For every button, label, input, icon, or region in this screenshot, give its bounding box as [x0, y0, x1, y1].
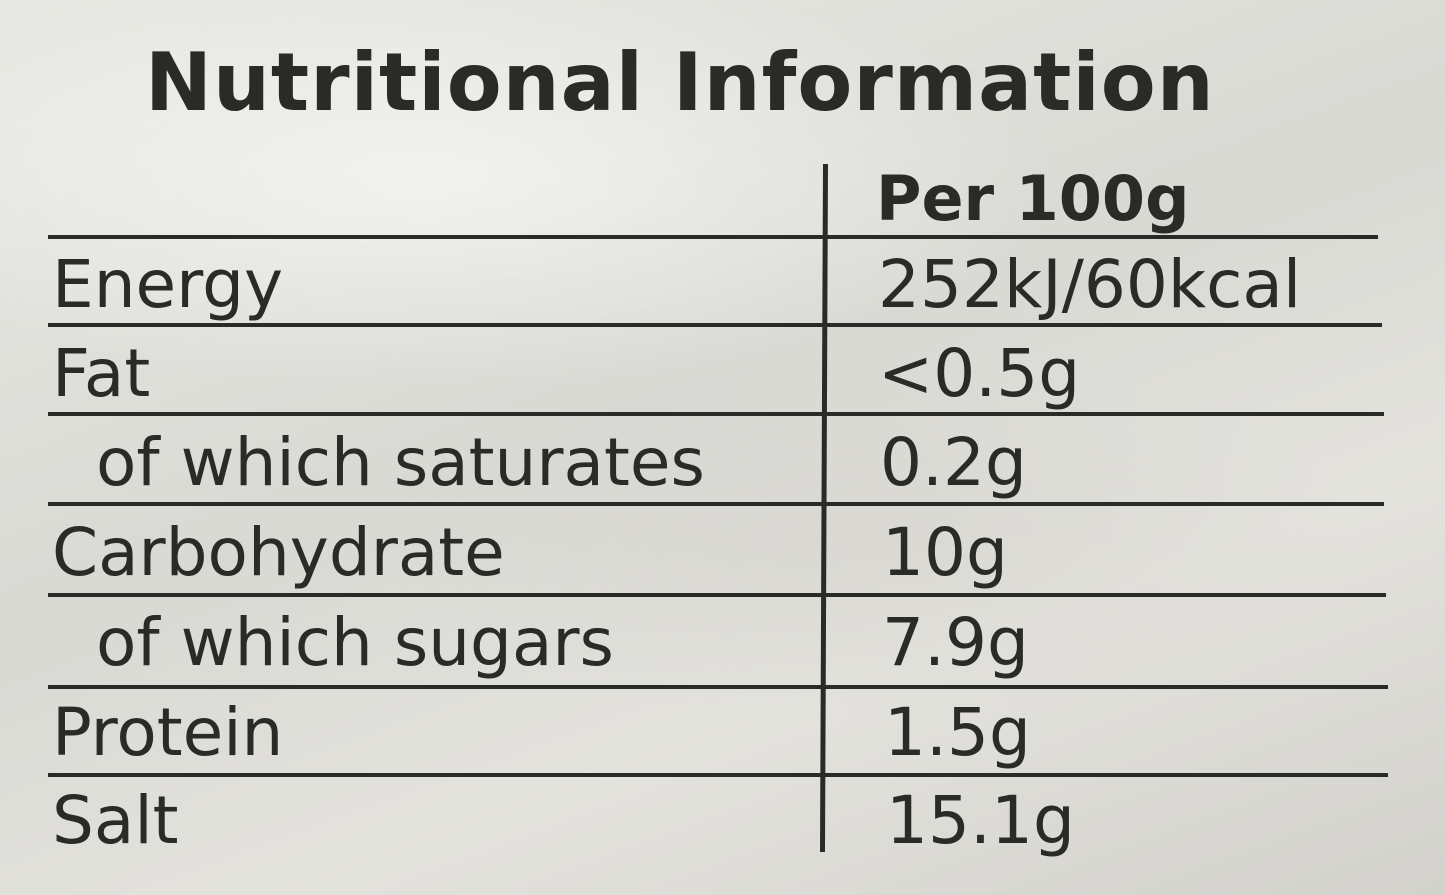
table-rule [48, 502, 1384, 506]
row-value-salt: 15.1g [886, 782, 1075, 859]
table-rule [48, 412, 1384, 416]
column-divider [819, 164, 828, 853]
page-title: Nutritional Information [145, 36, 1215, 129]
table-rule [48, 773, 1388, 777]
row-label-carbohydrate: Carbohydrate [52, 514, 505, 591]
row-label-energy: Energy [52, 246, 284, 323]
row-value-protein: 1.5g [884, 694, 1031, 771]
row-label-sugars: of which sugars [96, 604, 614, 681]
row-label-protein: Protein [52, 694, 284, 771]
table-rule [48, 323, 1382, 327]
row-value-fat: <0.5g [878, 335, 1081, 412]
row-value-sugars: 7.9g [882, 604, 1029, 681]
row-label-salt: Salt [52, 782, 179, 859]
table-rule [48, 593, 1386, 597]
row-value-energy: 252kJ/60kcal [878, 246, 1302, 323]
row-value-carbohydrate: 10g [882, 514, 1008, 591]
row-label-fat: Fat [52, 335, 151, 412]
row-value-saturates: 0.2g [880, 424, 1027, 501]
table-rule [48, 235, 1378, 239]
row-label-saturates: of which saturates [96, 424, 705, 501]
table-rule [48, 685, 1388, 689]
column-header-per-100g: Per 100g [876, 162, 1190, 235]
